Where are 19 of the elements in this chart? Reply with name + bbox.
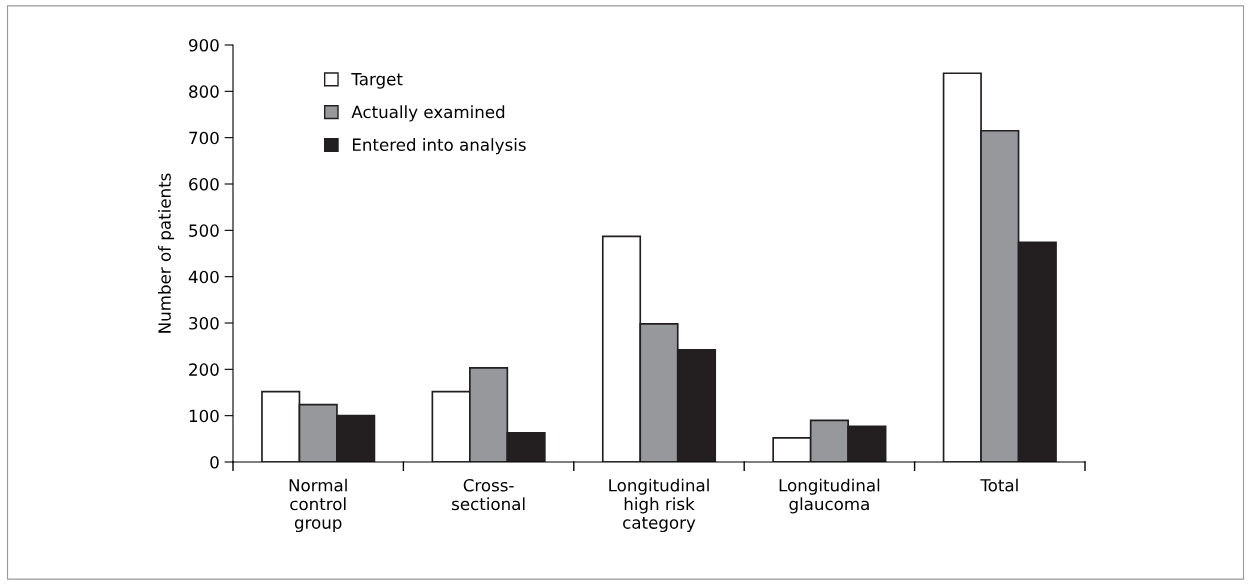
y-tick-label: 100 xyxy=(189,409,219,423)
legend-label: Target xyxy=(351,73,403,89)
x-tick-label: Cross- sectional xyxy=(452,478,525,511)
y-tick-label: 900 xyxy=(189,38,219,52)
y-tick-label: 600 xyxy=(189,177,219,191)
y-axis-title: Number of patients xyxy=(157,173,175,333)
legend-label: Entered into analysis xyxy=(352,138,526,155)
y-tick-label: 700 xyxy=(189,131,219,145)
legend-label: Actually examined xyxy=(351,105,505,122)
x-tick-label: Normal control group xyxy=(289,478,347,533)
x-tick-label: Total xyxy=(980,478,1018,492)
y-tick-label: 800 xyxy=(189,85,219,98)
x-tick-label: Longitudinal high risk category xyxy=(609,478,709,533)
y-tick-label: 500 xyxy=(189,224,219,237)
y-tick-label: 400 xyxy=(188,270,219,284)
y-tick-label: 300 xyxy=(189,316,219,330)
y-tick-label: 0 xyxy=(210,455,219,469)
x-tick-label: Longitudinal glaucoma xyxy=(779,478,880,514)
y-tick-label: 200 xyxy=(189,363,219,376)
